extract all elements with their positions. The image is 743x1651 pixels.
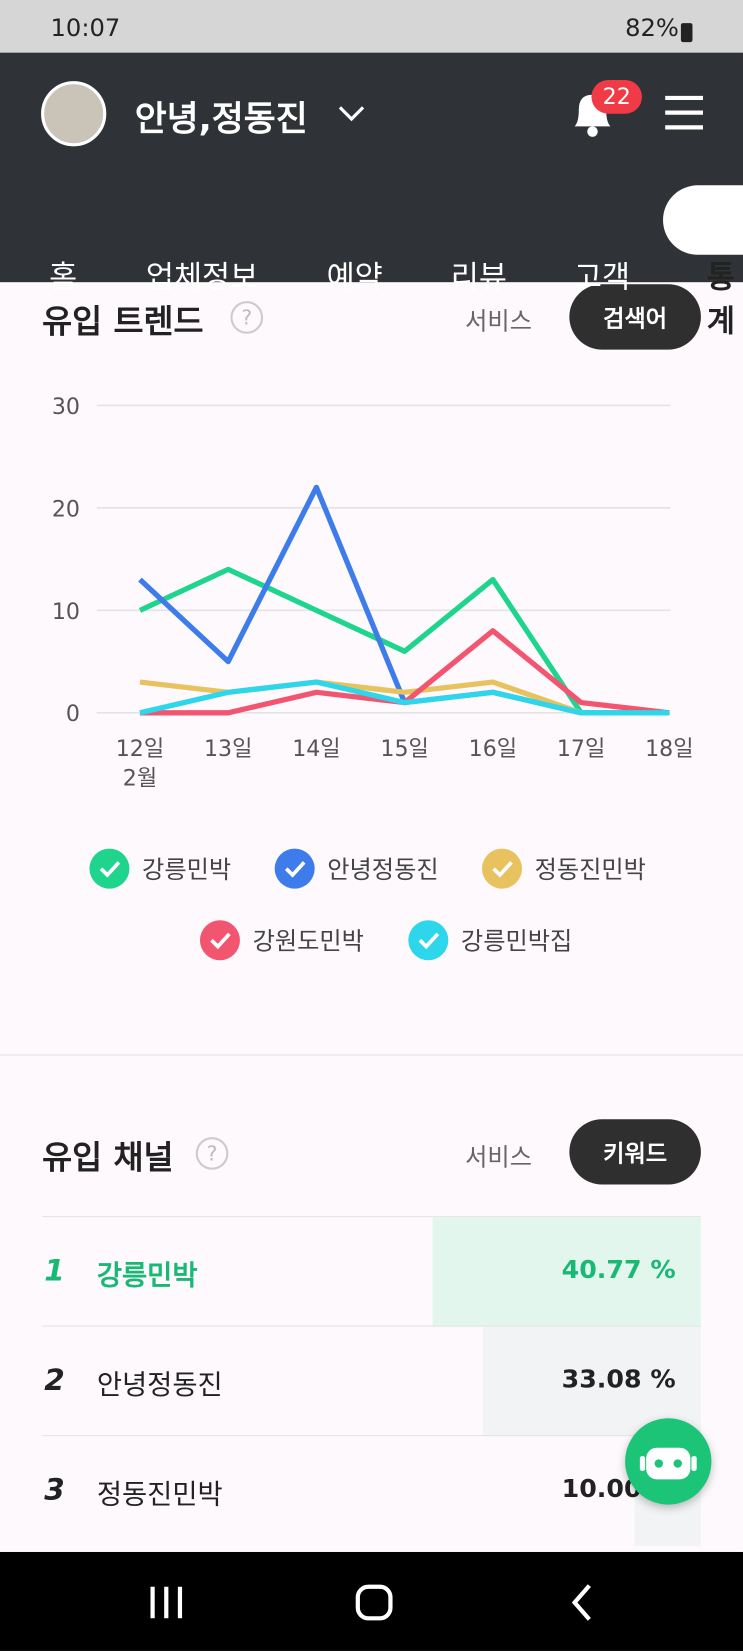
option-selected[interactable]: 키워드 <box>569 1119 701 1185</box>
greeting[interactable]: 안녕,정동진 <box>134 97 308 139</box>
badge: 22 <box>591 80 642 114</box>
chatbot-button[interactable] <box>625 1418 712 1505</box>
y-tick-label: 20 <box>52 496 80 522</box>
help-icon[interactable]: ? <box>195 1137 229 1170</box>
x-tick-label: 18일 <box>645 736 693 762</box>
x-tick-label: 14일 <box>292 736 340 762</box>
x-tick-label: 13일 <box>204 736 252 762</box>
series-line <box>139 679 670 716</box>
help-icon[interactable]: ? <box>230 301 264 334</box>
section-title: 유입 채널 <box>42 1139 174 1178</box>
tab[interactable]: 통계 <box>706 259 735 340</box>
divider <box>0 1053 743 1057</box>
legend-check <box>284 861 306 878</box>
legend-check <box>492 861 513 878</box>
legend-marker <box>274 848 315 889</box>
legend-check <box>210 932 231 950</box>
x-tick-label: 17일 <box>557 736 605 762</box>
legend-marker <box>408 920 449 961</box>
y-tick-label: 10 <box>52 599 80 625</box>
legend-label: 정동진민박 <box>535 856 646 884</box>
clock: 10:07 <box>50 14 121 43</box>
keyword: 안녕정동진 <box>96 1369 223 1402</box>
legend-item[interactable]: 강원도민박 <box>199 920 364 961</box>
battery: 82% <box>625 14 679 43</box>
share-bar <box>432 1217 701 1327</box>
nav-bar <box>0 1551 743 1651</box>
table-row[interactable]: 1 강릉민박 40.77 % <box>42 1216 701 1327</box>
rank: 1 <box>44 1252 65 1288</box>
option[interactable]: 서비스 <box>465 308 532 336</box>
legend-label: 강릉민박 <box>142 856 231 884</box>
option-selected[interactable]: 검색어 <box>569 284 701 350</box>
legend-label: 강원도민박 <box>253 928 364 956</box>
bot-icon <box>639 1447 697 1480</box>
tab[interactable]: 고객 <box>573 259 631 295</box>
avatar[interactable] <box>41 81 107 147</box>
x-tick-label: 15일 <box>380 736 428 762</box>
status-bar: 10:07 82% <box>0 0 743 53</box>
keyword: 정동진민박 <box>96 1479 223 1511</box>
nav-icons <box>150 1584 591 1621</box>
y-tick-label: 0 <box>66 701 80 727</box>
share-label: 40.77 % <box>561 1255 676 1285</box>
share-bar <box>482 1326 701 1437</box>
tab[interactable]: 업체정보 <box>145 259 259 295</box>
legend-item[interactable]: 안녕정동진 <box>274 848 439 889</box>
legend-item[interactable]: 정동진민박 <box>481 848 646 889</box>
table-row[interactable]: 3 정동진민박 10.00 % <box>42 1435 701 1546</box>
tab[interactable]: 홈 <box>49 259 78 295</box>
rank: 2 <box>44 1362 65 1398</box>
rank: 3 <box>44 1471 65 1507</box>
menu-icon[interactable] <box>665 95 704 131</box>
legend-marker <box>481 848 522 889</box>
x-tick-label: 16일 <box>469 736 517 762</box>
tab[interactable]: 리뷰 <box>450 259 507 295</box>
section-title: 유입 트렌드 <box>42 303 204 342</box>
series-line <box>138 484 670 716</box>
legend-marker <box>89 848 130 889</box>
chevron <box>338 106 365 122</box>
x-tick-label: 12일 <box>116 736 164 762</box>
tab[interactable]: 예약 <box>326 259 383 295</box>
legend-item[interactable]: 강릉민박집 <box>408 920 572 961</box>
table-row[interactable]: 2 안녕정동진 33.08 % <box>42 1325 701 1437</box>
legend-check <box>418 932 440 950</box>
keyword: 강릉민박 <box>96 1260 198 1292</box>
share-label: 33.08 % <box>561 1364 676 1395</box>
x-sublabel: 2월 <box>123 765 157 791</box>
legend-marker <box>199 920 240 961</box>
legend-check <box>99 861 121 878</box>
legend-label: 강릉민박집 <box>461 928 572 956</box>
header: 안녕,정동진 22 홈 업체정보 예약 리뷰 고객 통계 <box>0 52 743 339</box>
legend-label: 안녕정동진 <box>327 856 438 884</box>
battery-icon <box>680 23 693 43</box>
active-tab <box>663 185 743 255</box>
y-tick-label: 30 <box>52 394 80 420</box>
legend-item[interactable]: 강릉민박 <box>89 848 231 889</box>
option[interactable]: 서비스 <box>465 1144 532 1172</box>
